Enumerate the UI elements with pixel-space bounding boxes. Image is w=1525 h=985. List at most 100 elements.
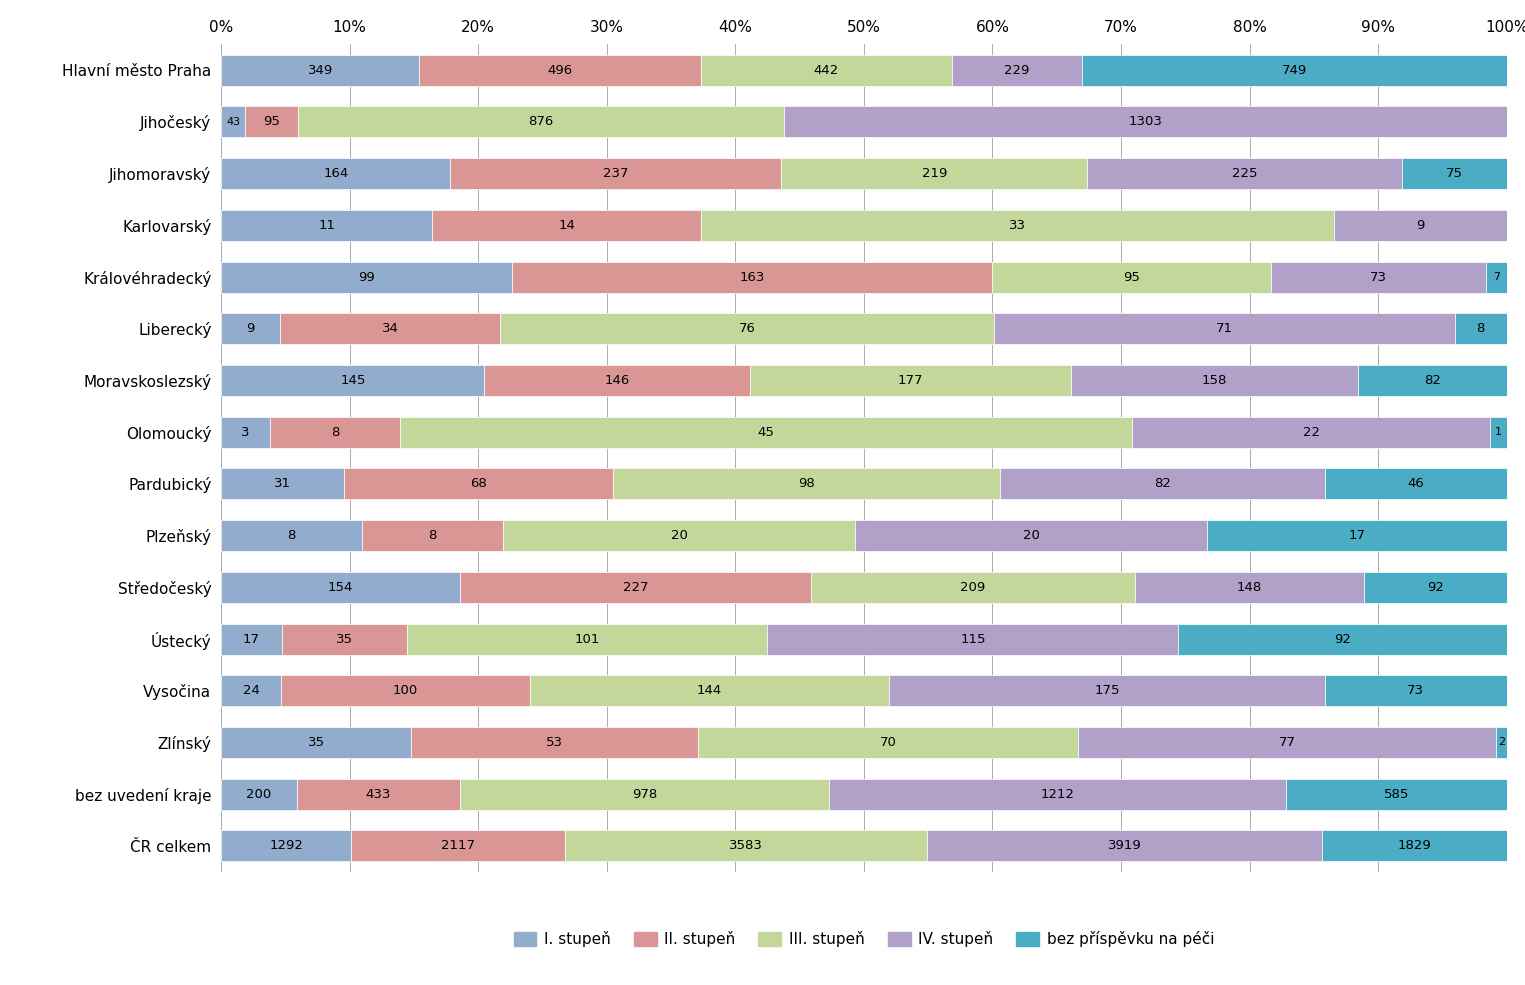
Text: 144: 144	[697, 685, 721, 697]
Text: 73: 73	[1408, 685, 1424, 697]
Bar	[361, 520, 503, 552]
Bar	[221, 830, 351, 861]
Bar	[221, 55, 419, 86]
Text: 9: 9	[246, 322, 255, 335]
Text: 9: 9	[1417, 219, 1424, 231]
Text: 7: 7	[1493, 272, 1501, 282]
Bar	[450, 159, 781, 189]
Text: 35: 35	[336, 632, 352, 645]
Text: 92: 92	[1427, 581, 1444, 594]
Text: 237: 237	[602, 167, 628, 180]
Bar	[927, 830, 1322, 861]
Text: 3919: 3919	[1107, 839, 1141, 852]
Text: 24: 24	[242, 685, 259, 697]
Text: 225: 225	[1232, 167, 1258, 180]
Bar	[1078, 727, 1496, 758]
Bar	[221, 727, 410, 758]
Text: 1292: 1292	[270, 839, 303, 852]
Bar	[221, 417, 270, 448]
Bar	[1081, 55, 1507, 86]
Text: 496: 496	[547, 64, 572, 77]
Bar	[811, 571, 1135, 603]
Bar	[221, 676, 281, 706]
Bar	[698, 727, 1078, 758]
Bar	[767, 624, 1179, 654]
Bar	[419, 55, 700, 86]
Bar	[297, 106, 784, 138]
Text: 442: 442	[813, 64, 839, 77]
Text: 145: 145	[340, 374, 366, 387]
Text: 34: 34	[381, 322, 398, 335]
Text: 11: 11	[319, 219, 336, 231]
Text: 71: 71	[1215, 322, 1232, 335]
Bar	[221, 313, 279, 345]
Bar	[221, 520, 361, 552]
Bar	[279, 313, 500, 345]
Bar	[1071, 365, 1357, 396]
Text: 20: 20	[1023, 529, 1040, 542]
Bar	[566, 830, 927, 861]
Text: 46: 46	[1408, 478, 1424, 491]
Bar	[1325, 676, 1507, 706]
Text: 876: 876	[528, 115, 554, 128]
Bar	[221, 778, 296, 810]
Bar	[503, 520, 856, 552]
Bar	[781, 159, 1087, 189]
Bar	[1000, 469, 1325, 499]
Text: 20: 20	[671, 529, 688, 542]
Text: 585: 585	[1383, 788, 1409, 801]
Bar	[221, 106, 246, 138]
Bar	[702, 210, 1334, 241]
Bar	[1496, 727, 1507, 758]
Bar	[296, 778, 461, 810]
Text: 100: 100	[393, 685, 418, 697]
Bar	[485, 365, 749, 396]
Text: 229: 229	[1003, 64, 1029, 77]
Text: 14: 14	[558, 219, 575, 231]
Text: 82: 82	[1154, 478, 1171, 491]
Bar	[1334, 210, 1507, 241]
Bar	[500, 313, 994, 345]
Text: 2117: 2117	[441, 839, 476, 852]
Bar	[1485, 262, 1507, 293]
Text: 148: 148	[1237, 581, 1263, 594]
Text: 146: 146	[604, 374, 630, 387]
Bar	[1087, 159, 1401, 189]
Text: 158: 158	[1202, 374, 1228, 387]
Text: 2: 2	[1498, 738, 1505, 748]
Bar	[1490, 417, 1507, 448]
Text: 219: 219	[921, 167, 947, 180]
Bar	[246, 106, 297, 138]
Text: 22: 22	[1302, 426, 1321, 438]
Bar	[432, 210, 702, 241]
Bar	[343, 469, 613, 499]
Text: 177: 177	[898, 374, 923, 387]
Text: 1303: 1303	[1128, 115, 1162, 128]
Text: 17: 17	[1348, 529, 1365, 542]
Bar	[221, 262, 512, 293]
Bar	[461, 778, 828, 810]
Bar	[270, 417, 400, 448]
Text: 3583: 3583	[729, 839, 762, 852]
Bar	[856, 520, 1208, 552]
Bar	[407, 624, 767, 654]
Bar	[1357, 365, 1507, 396]
Text: 101: 101	[575, 632, 599, 645]
Bar	[221, 210, 432, 241]
Bar	[991, 262, 1272, 293]
Bar	[952, 55, 1081, 86]
Text: 53: 53	[546, 736, 563, 749]
Bar	[1455, 313, 1507, 345]
Bar	[221, 365, 485, 396]
Bar	[512, 262, 991, 293]
Bar	[749, 365, 1071, 396]
Bar	[351, 830, 566, 861]
Bar	[1401, 159, 1507, 189]
Text: 433: 433	[366, 788, 390, 801]
Bar	[531, 676, 889, 706]
Text: 98: 98	[798, 478, 814, 491]
Text: 68: 68	[470, 478, 486, 491]
Bar	[828, 778, 1286, 810]
Text: 115: 115	[961, 632, 985, 645]
Text: 8: 8	[1476, 322, 1485, 335]
